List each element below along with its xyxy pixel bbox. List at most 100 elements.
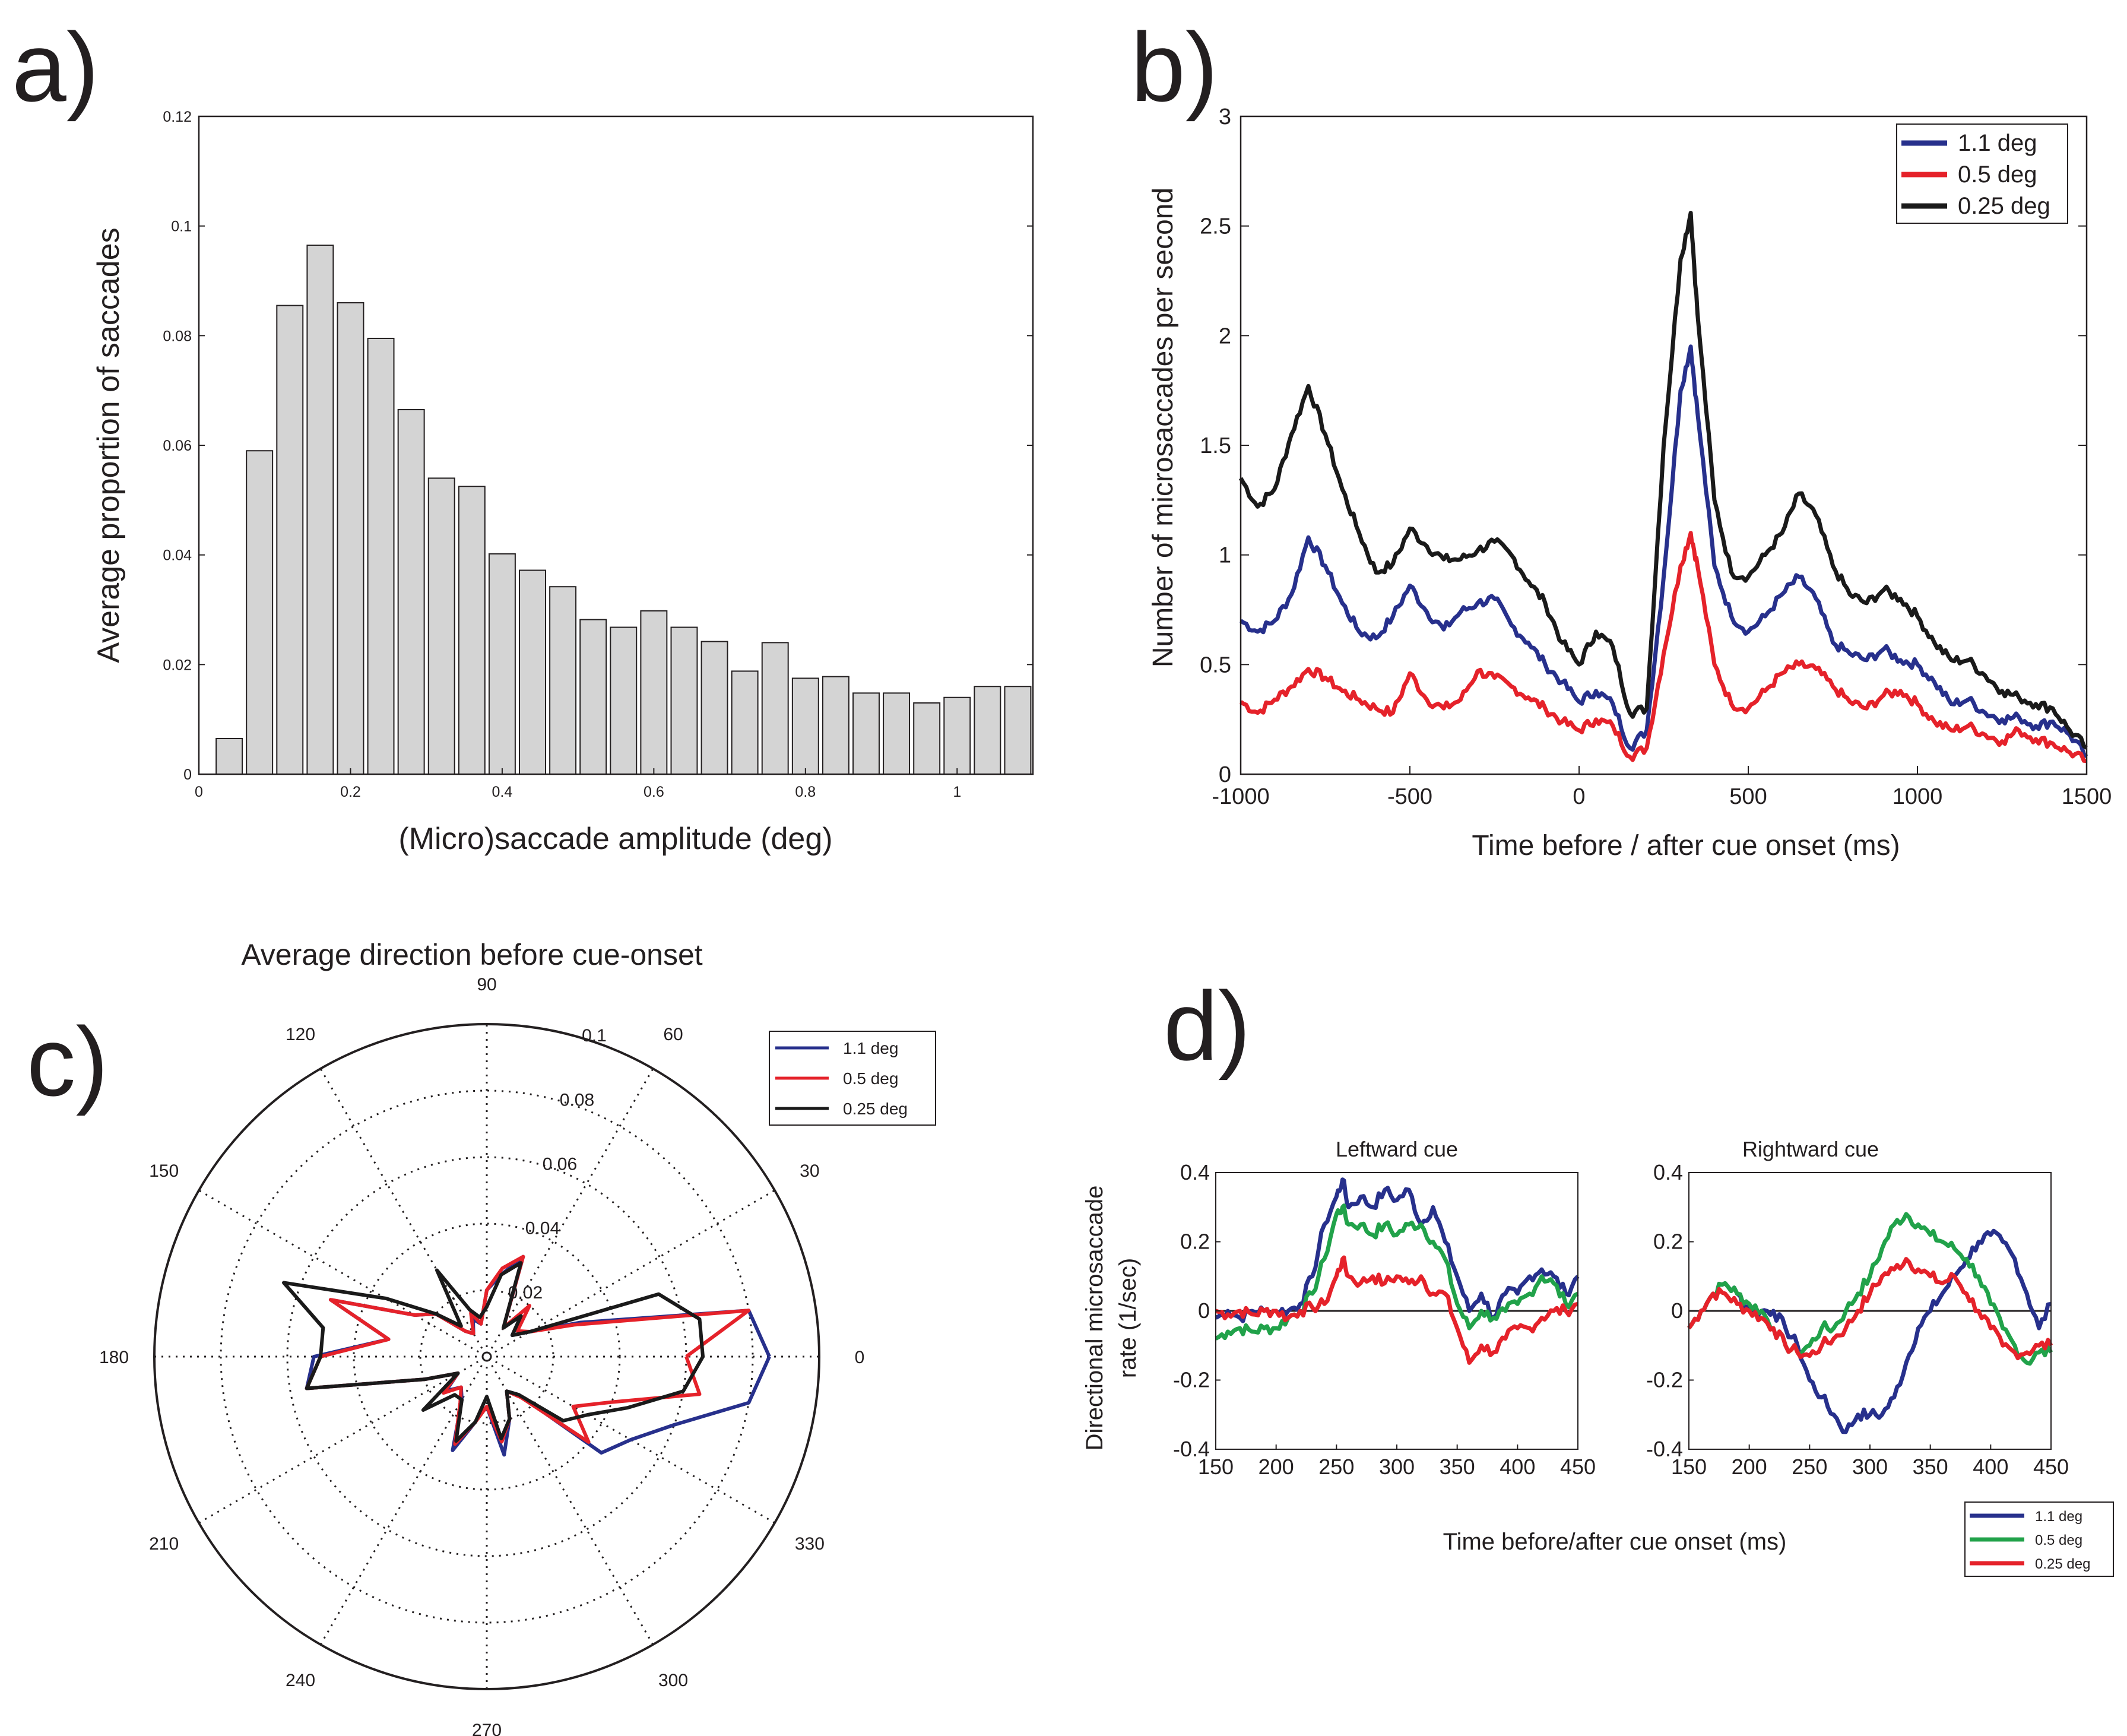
polar-outer-ring bbox=[153, 1023, 820, 1690]
y-axis-label-line-2: rate (1/sec) bbox=[1115, 1258, 1141, 1378]
bar bbox=[246, 450, 274, 775]
legend-label-0-5-deg: 0.5 deg bbox=[1958, 161, 2037, 188]
y-ticks: -0.4 -0.2 0 0.2 0.4 bbox=[1173, 1160, 1221, 1461]
legend-label-1-1-deg: 1.1 deg bbox=[843, 1039, 898, 1057]
x-ticks: 0 0.2 0.4 0.6 0.8 1 bbox=[195, 768, 961, 800]
tick-label: 0 bbox=[1671, 1298, 1683, 1323]
bar bbox=[367, 337, 395, 775]
bar bbox=[974, 686, 1001, 775]
tick-label: 0.12 bbox=[163, 109, 192, 125]
bar bbox=[458, 486, 486, 775]
bar bbox=[731, 670, 759, 775]
tick-label: 400 bbox=[1973, 1455, 2008, 1479]
tick-label: 150 bbox=[1198, 1455, 1234, 1479]
tick-label: 200 bbox=[1732, 1455, 1767, 1479]
subplot-title-leftward-cue: Leftward cue bbox=[1336, 1137, 1458, 1161]
tick-label: -500 bbox=[1387, 784, 1432, 809]
series-lines bbox=[282, 1255, 771, 1457]
panel-label-c: c) bbox=[27, 1007, 108, 1116]
tick-label: 1.5 bbox=[1200, 433, 1231, 458]
angle-label: 270 bbox=[472, 1721, 502, 1736]
y-ticks: 0 0.5 1 1.5 2 2.5 3 bbox=[1200, 104, 2087, 787]
bar bbox=[822, 676, 849, 775]
x-ticks: 150 200 250 300 350 400 450 bbox=[1671, 1444, 2069, 1479]
tick-label: 1 bbox=[1219, 543, 1231, 568]
tick-label: 0 bbox=[183, 766, 192, 783]
tick-label: 0.1 bbox=[171, 218, 192, 235]
tick-label: 0.08 bbox=[163, 328, 192, 344]
tick-label: 0 bbox=[1198, 1298, 1210, 1323]
bar bbox=[337, 302, 364, 775]
series-lines bbox=[1215, 1177, 1580, 1365]
bar bbox=[761, 642, 789, 775]
angle-label: 240 bbox=[286, 1671, 315, 1690]
panel-label-a: a) bbox=[12, 12, 99, 122]
series-line-0-5-deg bbox=[1215, 1203, 1579, 1341]
series-line-0-25-deg bbox=[1687, 1257, 2053, 1361]
legend-label-0-25-deg: 0.25 deg bbox=[843, 1100, 908, 1118]
radial-tick-label: 0.04 bbox=[525, 1219, 560, 1238]
radial-tick-label: 0.08 bbox=[560, 1090, 594, 1110]
subplot-leftward: -0.4 -0.2 0 0.2 0.4 150 200 250 300 350 400 450 bbox=[1173, 1160, 1596, 1479]
radial-tick-label: 0.1 bbox=[582, 1026, 607, 1046]
x-ticks: -1000 -500 0 500 1000 1500 bbox=[1212, 766, 2112, 809]
tick-label: 0.2 bbox=[1180, 1230, 1210, 1254]
panel-b-rate-timecourse: 0 0.5 1 1.5 2 2.5 3 -1000 -500 0 500 1000 1500 Time… bbox=[1147, 104, 2112, 861]
legend-label-0-25-deg: 0.25 deg bbox=[2035, 1556, 2090, 1572]
tick-label: 0 bbox=[195, 784, 203, 800]
tick-label: -0.2 bbox=[1173, 1368, 1210, 1392]
x-ticks: 150 200 250 300 350 400 450 bbox=[1198, 1444, 1596, 1479]
tick-label: 350 bbox=[1440, 1455, 1475, 1479]
tick-label: -0.4 bbox=[1173, 1437, 1210, 1461]
tick-label: -0.4 bbox=[1646, 1437, 1683, 1461]
tick-label: 3 bbox=[1219, 104, 1231, 129]
series-line-0-25-deg bbox=[1238, 211, 2088, 750]
tick-label: 1000 bbox=[1893, 784, 1943, 809]
tick-label: 0.4 bbox=[1180, 1160, 1210, 1184]
tick-label: 1500 bbox=[2062, 784, 2112, 809]
series-line-0-25-deg bbox=[282, 1261, 705, 1443]
tick-label: 0 bbox=[1219, 762, 1231, 787]
x-axis-label: Time before / after cue onset (ms) bbox=[1472, 830, 1900, 861]
tick-label: 0.2 bbox=[340, 784, 361, 800]
tick-label: 0.4 bbox=[1653, 1160, 1683, 1184]
series-line-0-25-deg bbox=[1215, 1255, 1578, 1365]
legend-label-0-25-deg: 0.25 deg bbox=[1958, 193, 2050, 219]
bar bbox=[610, 626, 638, 775]
subplot-rightward: -0.4 -0.2 0 0.2 0.4 150 200 250 300 350 400 450 bbox=[1646, 1160, 2069, 1479]
tick-label: 0.8 bbox=[795, 784, 816, 800]
series-lines bbox=[1238, 211, 2088, 764]
tick-label: 500 bbox=[1729, 784, 1767, 809]
bar bbox=[883, 692, 911, 775]
series-line-0-5-deg bbox=[1240, 531, 2087, 764]
y-ticks: 0 0.02 0.04 0.06 0.08 0.1 0.12 bbox=[163, 109, 1033, 783]
tick-label: 2 bbox=[1219, 324, 1231, 349]
tick-label: 0.6 bbox=[644, 784, 664, 800]
grid-ring bbox=[353, 1222, 621, 1491]
polar-grid bbox=[153, 1023, 820, 1690]
bar bbox=[579, 619, 607, 775]
angle-label: 330 bbox=[795, 1534, 825, 1554]
bar bbox=[306, 244, 334, 775]
panel-label-b: b) bbox=[1131, 12, 1218, 122]
bar bbox=[427, 477, 455, 775]
panel-label-d: d) bbox=[1164, 971, 1251, 1081]
angle-label: 60 bbox=[663, 1025, 683, 1044]
angle-label: 210 bbox=[149, 1534, 179, 1554]
subplot-title-rightward-cue: Rightward cue bbox=[1742, 1137, 1879, 1161]
bar bbox=[791, 677, 819, 775]
tick-label: -0.2 bbox=[1646, 1368, 1683, 1392]
y-axis-label-line-1: Directional microsaccade bbox=[1082, 1186, 1108, 1451]
tick-label: 0.06 bbox=[163, 438, 192, 454]
series-line-1-1-deg bbox=[1215, 1177, 1580, 1323]
angle-label: 30 bbox=[800, 1161, 819, 1181]
x-axis-label: Time before/after cue onset (ms) bbox=[1443, 1529, 1787, 1555]
tick-label: -1000 bbox=[1212, 784, 1269, 809]
bar bbox=[670, 626, 698, 775]
bar bbox=[640, 610, 668, 775]
bar bbox=[276, 305, 304, 775]
y-axis-label: Average proportion of saccades bbox=[91, 227, 126, 663]
angle-label: 90 bbox=[477, 975, 496, 994]
legend-label-0-5-deg: 0.5 deg bbox=[843, 1069, 898, 1088]
